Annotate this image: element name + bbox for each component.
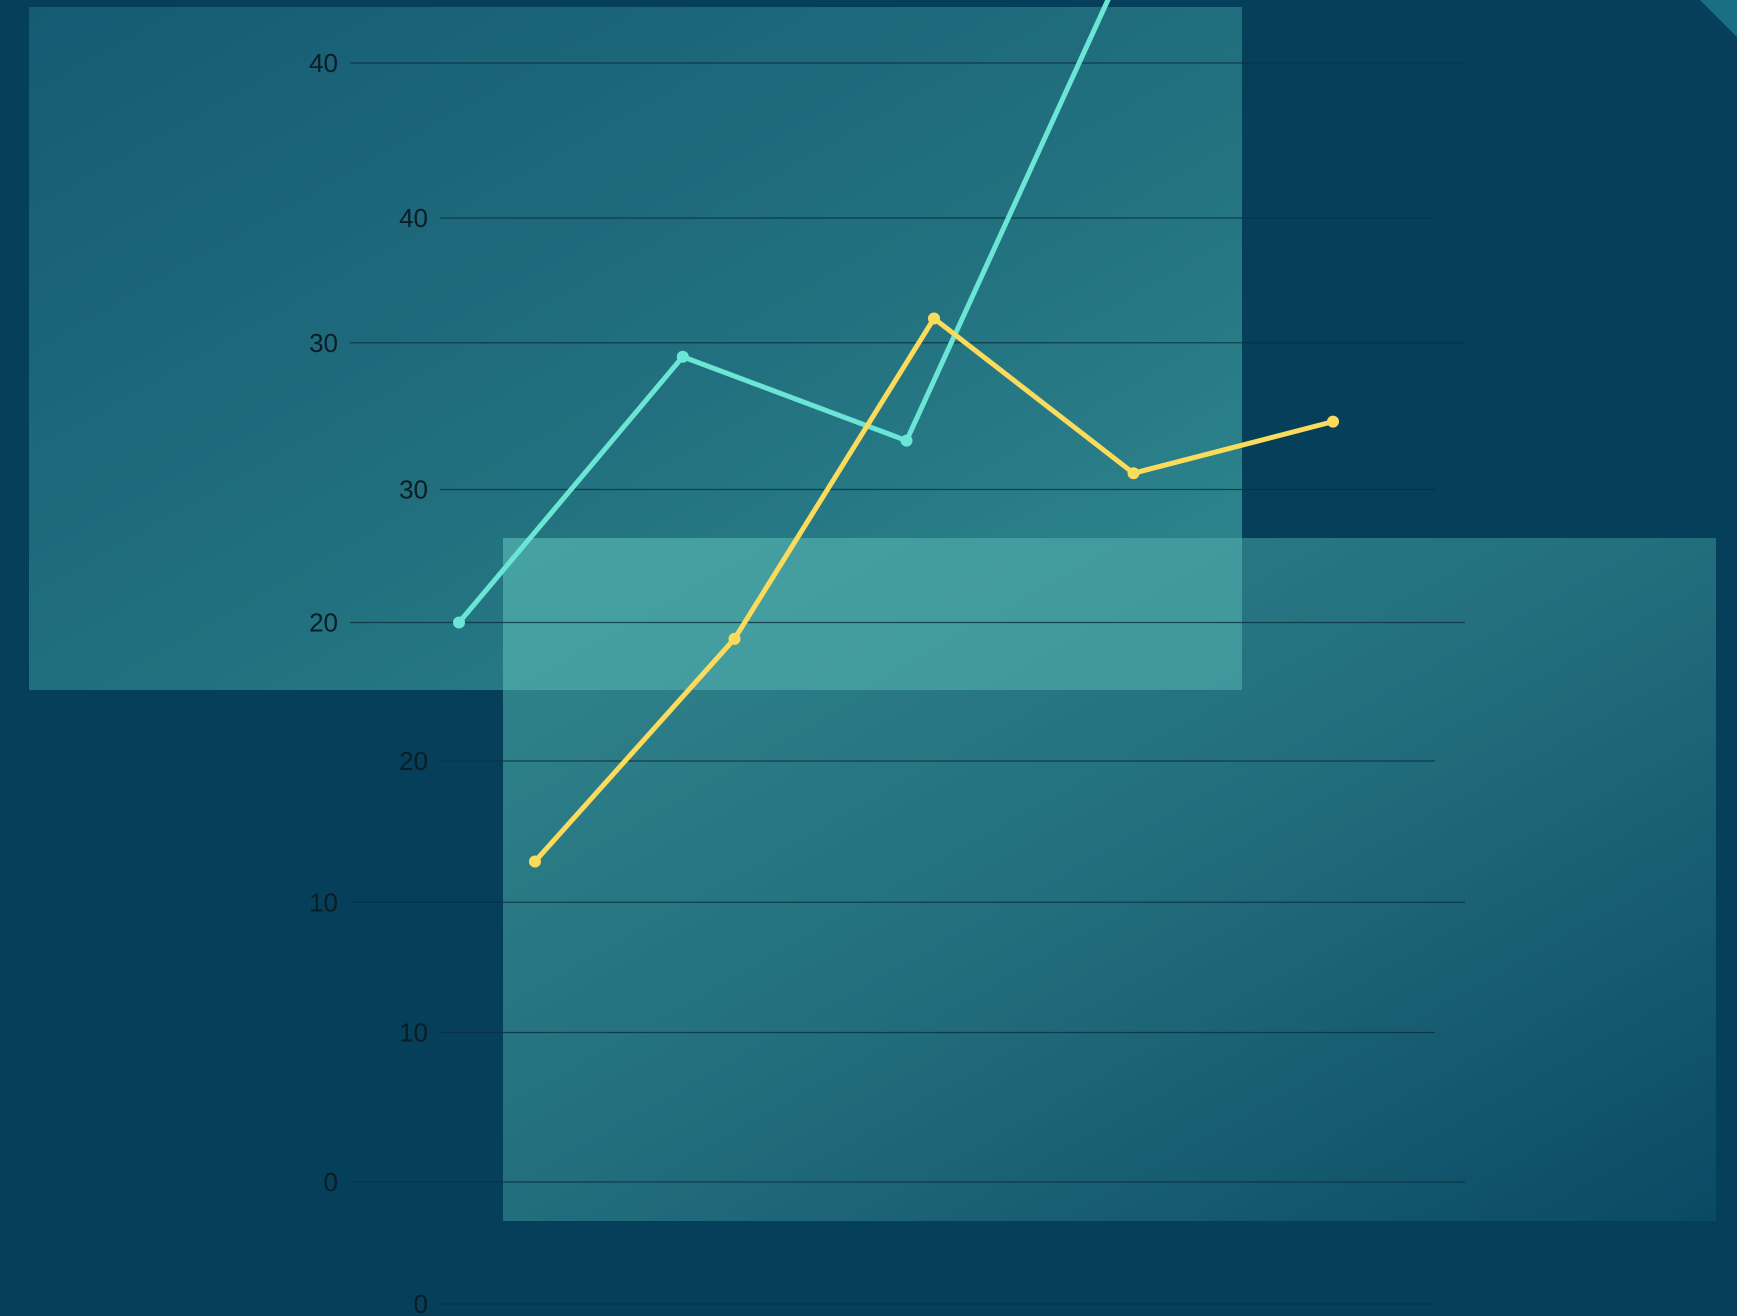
data-point bbox=[928, 312, 940, 325]
data-point bbox=[676, 350, 689, 363]
corner-accent bbox=[1700, 0, 1737, 37]
grid-layer-chart-2 bbox=[440, 217, 1435, 1305]
data-point bbox=[1327, 415, 1339, 428]
y-tick-label: 0 bbox=[414, 1289, 428, 1316]
background-panel-bottom bbox=[503, 538, 1716, 1221]
y-axis-ticks-chart-2: 0 10 20 30 40 bbox=[399, 203, 428, 1316]
data-point bbox=[900, 434, 913, 447]
y-tick-label: 30 bbox=[309, 328, 338, 358]
series-layer-chart-2 bbox=[529, 312, 1339, 868]
data-point bbox=[1127, 467, 1140, 480]
data-point bbox=[728, 632, 741, 645]
y-tick-label: 40 bbox=[309, 48, 338, 78]
panel-overlap-highlight bbox=[503, 538, 1242, 690]
y-tick-label: 10 bbox=[399, 1018, 428, 1048]
y-tick-label: 20 bbox=[309, 608, 338, 638]
y-tick-label: 20 bbox=[399, 746, 428, 776]
data-point bbox=[453, 616, 465, 629]
y-tick-label: 40 bbox=[399, 203, 428, 233]
data-point bbox=[529, 855, 541, 868]
series-layer-chart-1 bbox=[453, 0, 1111, 629]
y-axis-ticks-chart-1: 0 10 20 30 40 bbox=[309, 48, 338, 1197]
y-tick-label: 0 bbox=[324, 1167, 338, 1197]
y-tick-label: 10 bbox=[309, 887, 338, 917]
y-tick-label: 30 bbox=[399, 475, 428, 505]
grid-layer-chart-1 bbox=[350, 62, 1465, 1183]
